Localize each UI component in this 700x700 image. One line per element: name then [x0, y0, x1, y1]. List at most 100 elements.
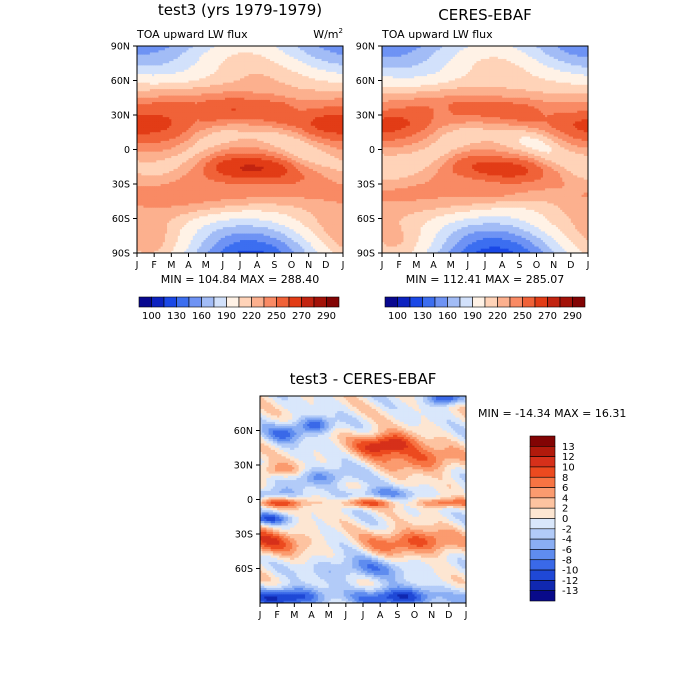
colorbar-label: 220 — [488, 311, 507, 322]
x-tick-label: J — [483, 260, 487, 271]
colorbar-swatch — [529, 590, 556, 602]
colorbar-swatch — [288, 296, 302, 308]
colorbar-label: 13 — [562, 442, 575, 453]
x-tick-label: N — [305, 260, 312, 271]
colorbar-swatch — [459, 296, 473, 308]
x-tick-label: S — [394, 610, 400, 621]
colorbar-swatch — [301, 296, 315, 308]
x-tick-label: M — [167, 260, 175, 271]
colorbar-swatch — [529, 528, 556, 540]
colorbar-swatch — [534, 296, 548, 308]
colorbar-swatch — [529, 497, 556, 509]
panel-model-variable-label: TOA upward LW flux — [136, 28, 248, 41]
y-tick-label: 60S — [235, 564, 253, 575]
colorbar-swatch — [226, 296, 240, 308]
colorbar-label: 12 — [562, 452, 575, 463]
panel-obs-title: CERES-EBAF — [438, 6, 531, 24]
x-tick-label: J — [380, 260, 384, 271]
colorbar-label: 100 — [142, 311, 161, 322]
colorbar-label: -2 — [562, 524, 572, 535]
colorbar-swatch — [238, 296, 252, 308]
colorbar-label: 190 — [463, 311, 482, 322]
x-tick-label: D — [445, 610, 452, 621]
y-tick-label: 60S — [357, 214, 375, 225]
colorbar-swatch — [447, 296, 461, 308]
x-tick-label: O — [411, 610, 418, 621]
colorbar-swatch — [572, 296, 586, 308]
colorbar-label: 190 — [217, 311, 236, 322]
colorbar-obs: 100 130 160 190 220 250 270 290 — [384, 296, 586, 322]
panel-model-title: test3 (yrs 1979-1979) — [158, 1, 322, 19]
colorbar-swatch — [201, 296, 215, 308]
colorbar-label: 270 — [538, 311, 557, 322]
y-tick-label: 0 — [247, 495, 253, 506]
colorbar-swatch — [138, 296, 152, 308]
panel-obs-field — [382, 46, 588, 253]
y-tick-label: 30S — [112, 180, 130, 191]
y-tick-label: 90S — [112, 249, 130, 260]
y-tick-label: 60N — [234, 426, 253, 437]
colorbar-swatch — [313, 296, 327, 308]
panel-model-field — [137, 46, 343, 253]
y-tick-label: 30S — [357, 180, 375, 191]
colorbar-swatch — [188, 296, 202, 308]
x-tick-label: A — [185, 260, 192, 271]
y-tick-label: 0 — [369, 145, 375, 156]
y-tick-label: 90N — [356, 42, 375, 53]
x-tick-label: J — [343, 610, 347, 621]
x-tick-label: O — [288, 260, 295, 271]
colorbar-label: 8 — [562, 473, 568, 484]
colorbar-label: -12 — [562, 576, 578, 587]
x-tick-label: O — [533, 260, 540, 271]
y-tick-label: 0 — [124, 145, 130, 156]
y-tick-label: 60N — [111, 76, 130, 87]
colorbar-label: -13 — [562, 586, 578, 597]
y-tick-label: 90S — [357, 249, 375, 260]
x-tick-label: J — [464, 610, 468, 621]
colorbar-swatch — [176, 296, 190, 308]
panel-model-units-label: W/m2 — [313, 27, 343, 41]
panel-obs-y-axis: 90N 60N 30N 0 30S 60S 90S — [356, 42, 382, 260]
colorbar-label: 10 — [562, 462, 575, 473]
x-tick-label: A — [377, 610, 384, 621]
colorbar-swatch — [326, 296, 340, 308]
x-tick-label: M — [290, 610, 298, 621]
colorbar-swatch — [251, 296, 265, 308]
y-tick-label: 30N — [111, 111, 130, 122]
colorbar-swatch — [529, 466, 556, 478]
x-tick-label: F — [151, 260, 156, 271]
panel-obs: CERES-EBAF TOA upward LW flux 90N 60N 30N 0… — [356, 6, 590, 286]
x-tick-label: F — [396, 260, 401, 271]
panel-model: test3 (yrs 1979-1979) TOA upward LW flux… — [111, 1, 345, 286]
colorbar-label: 220 — [242, 311, 261, 322]
colorbar-swatch — [547, 296, 561, 308]
x-tick-label: J — [586, 260, 590, 271]
colorbar-label: 160 — [192, 311, 211, 322]
x-tick-label: M — [202, 260, 210, 271]
colorbar-swatch — [529, 476, 556, 488]
x-tick-label: J — [465, 260, 469, 271]
units-exponent: 2 — [339, 27, 343, 35]
panel-model-y-axis: 90N 60N 30N 0 30S 60S 90S — [111, 42, 137, 260]
colorbar-model: 100 130 160 190 220 250 270 290 — [138, 296, 340, 322]
colorbar-swatch — [529, 559, 556, 571]
x-tick-label: A — [308, 610, 315, 621]
colorbar-label: -8 — [562, 555, 572, 566]
colorbar-swatch — [509, 296, 523, 308]
colorbar-swatch — [434, 296, 448, 308]
x-tick-label: M — [412, 260, 420, 271]
x-tick-label: N — [550, 260, 557, 271]
colorbar-label: 130 — [413, 311, 432, 322]
panel-diff-title: test3 - CERES-EBAF — [290, 370, 437, 388]
colorbar-swatch — [484, 296, 498, 308]
panel-model-stats: MIN = 104.84 MAX = 288.40 — [161, 273, 319, 286]
units-base: W/m — [313, 28, 338, 41]
colorbar-swatch — [497, 296, 511, 308]
colorbar-label: 100 — [388, 311, 407, 322]
colorbar-swatch — [263, 296, 277, 308]
